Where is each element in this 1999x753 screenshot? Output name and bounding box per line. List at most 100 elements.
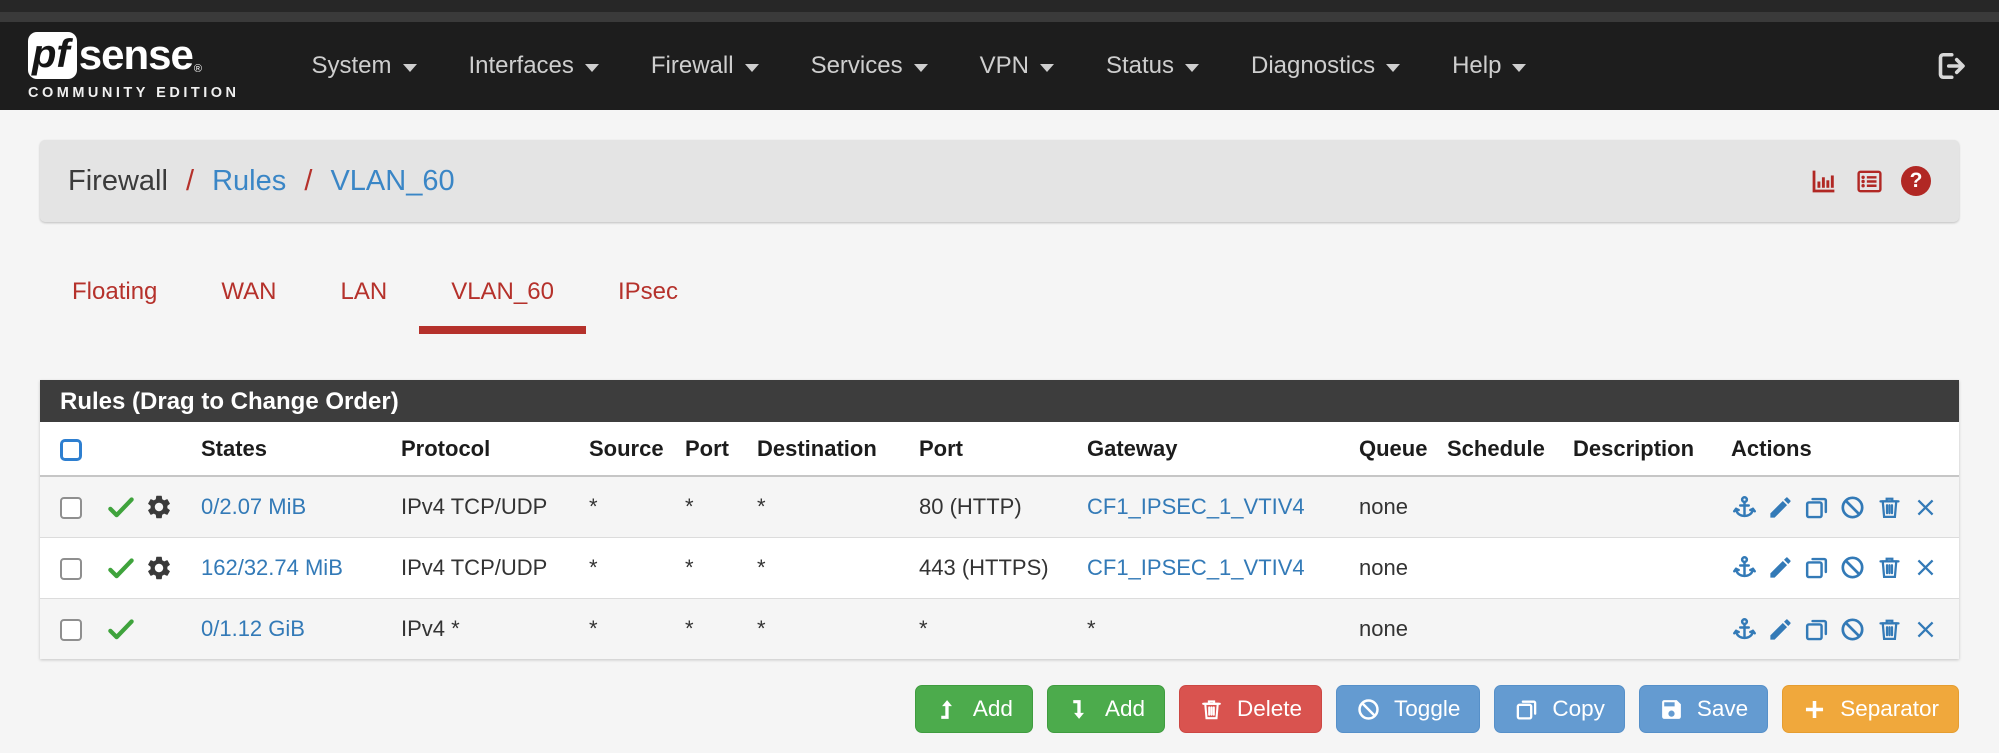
add-rule-top-button[interactable]: Add [914,685,1033,733]
delete-icon[interactable] [1876,554,1903,581]
description-cell [1565,476,1723,537]
column-status [98,422,193,477]
destination-cell: * [757,554,766,580]
queue-cell: none [1359,554,1408,580]
row-checkbox[interactable] [60,496,82,519]
rule-row-1[interactable]: 0/2.07 MiB IPv4 TCP/UDP * * * 80 (HTTP) … [40,476,1959,537]
logout-icon[interactable] [1933,48,1969,84]
states-link[interactable]: 162/32.74 MiB [201,554,343,580]
states-link[interactable]: 0/2.07 MiB [201,493,307,519]
schedule-cell [1439,537,1565,598]
nav-item-vpn[interactable]: VPN [980,52,1054,80]
copy-icon[interactable] [1803,616,1830,643]
tab-ipsec[interactable]: IPsec [617,278,678,305]
save-button[interactable]: Save [1638,685,1769,733]
destination-port-cell: 443 (HTTPS) [919,554,1049,580]
copy-icon[interactable] [1803,554,1830,581]
chevron-down-icon [744,63,759,72]
logo-sense-text: sense [78,31,194,79]
states-link[interactable]: 0/1.12 GiB [201,615,305,641]
anchor-icon[interactable] [1731,554,1758,581]
column-schedule: Schedule [1439,422,1565,477]
protocol-cell: IPv4 TCP/UDP [401,554,548,580]
source-cell: * [589,493,598,519]
row-checkbox[interactable] [60,557,82,580]
log-list-icon[interactable] [1855,167,1884,196]
pfsense-logo[interactable]: pf sense ® COMMUNITY EDITION [28,31,240,101]
source-port-cell: * [685,493,694,519]
queue-cell: none [1359,615,1408,641]
nav-item-interfaces[interactable]: Interfaces [469,52,599,80]
delete-icon[interactable] [1876,494,1903,521]
nav-item-system[interactable]: System [311,52,417,80]
interface-tabs: Floating WAN LAN VLAN_60 IPsec [40,278,1959,334]
advanced-gear-icon [145,554,173,582]
anchor-icon[interactable] [1731,494,1758,521]
logo-trademark: ® [193,62,202,75]
bar-chart-icon[interactable] [1809,167,1838,196]
chevron-down-icon [402,63,417,72]
edit-icon[interactable] [1767,494,1794,521]
source-port-cell: * [685,615,694,641]
nav-item-firewall[interactable]: Firewall [651,52,759,80]
rule-row-2[interactable]: 162/32.74 MiB IPv4 TCP/UDP * * * 443 (HT… [40,537,1959,598]
logo-subtitle: COMMUNITY EDITION [28,84,240,101]
row-checkbox[interactable] [60,618,82,641]
block-icon[interactable] [1839,616,1866,643]
close-icon[interactable] [1912,616,1939,643]
delete-icon[interactable] [1876,616,1903,643]
breadcrumb-bar: Firewall / Rules / VLAN_60 ? [40,140,1959,222]
nav-item-help[interactable]: Help [1452,52,1527,80]
tab-wan[interactable]: WAN [221,278,277,305]
tab-floating[interactable]: Floating [72,278,158,305]
block-icon[interactable] [1839,554,1866,581]
gateway-link[interactable]: CF1_IPSEC_1_VTIV4 [1087,493,1305,519]
breadcrumb-link-rules[interactable]: Rules [212,164,287,197]
toggle-button[interactable]: Toggle [1336,685,1481,733]
pass-check-icon [106,553,136,583]
anchor-icon[interactable] [1731,616,1758,643]
gateway-link[interactable]: CF1_IPSEC_1_VTIV4 [1087,554,1305,580]
destination-cell: * [757,493,766,519]
chevron-down-icon [1512,63,1527,72]
help-icon[interactable]: ? [1901,166,1931,196]
save-icon [1662,699,1681,719]
queue-cell: none [1359,493,1408,519]
nav-item-status[interactable]: Status [1106,52,1200,80]
logo-pf-badge: pf [28,31,77,79]
main-navbar: pf sense ® COMMUNITY EDITION System Inte… [0,22,1999,110]
description-cell [1565,537,1723,598]
nav-item-diagnostics[interactable]: Diagnostics [1251,52,1401,80]
destination-port-cell: 80 (HTTP) [919,493,1022,519]
block-icon[interactable] [1839,494,1866,521]
delete-button[interactable]: Delete [1179,685,1323,733]
pass-check-icon [106,492,136,522]
breadcrumb-separator: / [304,164,313,197]
breadcrumb-link-vlan60[interactable]: VLAN_60 [330,164,455,197]
edit-icon[interactable] [1767,616,1794,643]
copy-icon[interactable] [1803,494,1830,521]
nav-item-services[interactable]: Services [811,52,928,80]
column-protocol: Protocol [393,422,581,477]
copy-button[interactable]: Copy [1494,685,1625,733]
add-rule-bottom-button[interactable]: Add [1046,685,1165,733]
separator-button[interactable]: Separator [1782,685,1959,733]
tab-vlan60[interactable]: VLAN_60 [419,278,586,334]
select-all-checkbox[interactable] [60,438,82,461]
rules-table: States Protocol Source Port Destination … [40,422,1959,659]
column-port: Port [677,422,749,477]
gateway-cell: * [1087,615,1096,641]
plus-icon [1806,700,1824,718]
breadcrumb: Firewall / Rules / VLAN_60 [68,165,455,198]
tab-lan[interactable]: LAN [340,278,388,305]
destination-cell: * [757,615,766,641]
rule-row-3[interactable]: 0/1.12 GiB IPv4 * * * * * * none [40,598,1959,659]
ban-icon [1358,698,1379,720]
protocol-cell: IPv4 TCP/UDP [401,493,548,519]
close-icon[interactable] [1912,554,1939,581]
trash-icon [1202,699,1221,719]
close-icon[interactable] [1912,494,1939,521]
schedule-cell [1439,476,1565,537]
description-cell [1565,598,1723,659]
edit-icon[interactable] [1767,554,1794,581]
